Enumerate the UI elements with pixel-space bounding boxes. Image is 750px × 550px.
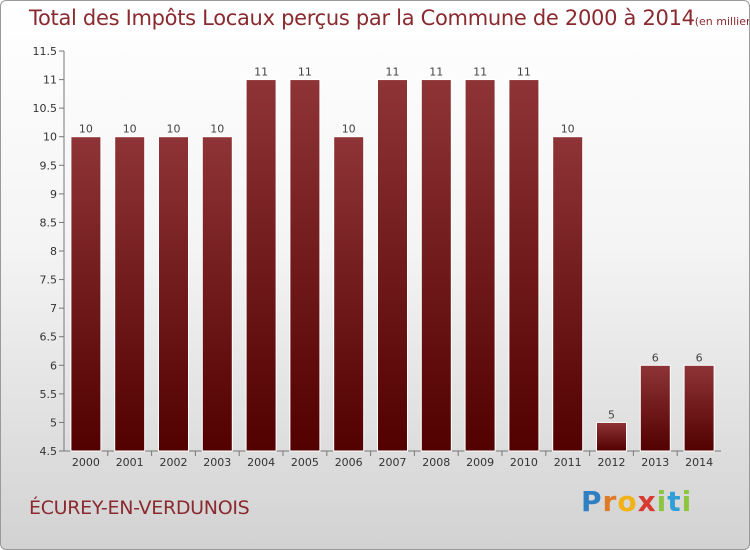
bar [70, 136, 102, 452]
bar-value-label: 11 [386, 66, 400, 79]
x-tick-label: 2003 [203, 456, 231, 469]
bar [683, 364, 715, 452]
bar [245, 79, 277, 452]
proxiti-logo: Proxiti [581, 485, 692, 518]
y-tick-label: 9 [50, 188, 57, 201]
x-tick-label: 2005 [291, 456, 319, 469]
x-tick-label: 2007 [379, 456, 407, 469]
y-tick-label: 5 [50, 416, 57, 429]
logo-letter: r [602, 485, 618, 518]
y-tick-label: 9.5 [40, 159, 58, 172]
bar-value-label: 5 [608, 408, 615, 421]
bar-value-label: 11 [298, 66, 312, 79]
x-tick-label: 2009 [466, 456, 494, 469]
logo-letter: t [667, 485, 682, 518]
bar-value-label: 11 [429, 66, 443, 79]
x-tick-label: 2010 [510, 456, 538, 469]
y-tick-label: 7.5 [40, 274, 58, 287]
x-tick-label: 2014 [685, 456, 713, 469]
y-tick-label: 6 [50, 359, 57, 372]
logo-letter: i [681, 485, 693, 518]
y-tick-label: 4.5 [40, 445, 58, 458]
y-tick-label: 8.5 [40, 216, 58, 229]
y-tick-label: 10 [43, 131, 57, 144]
bar-value-label: 10 [167, 123, 181, 136]
logo-letter: o [617, 485, 638, 518]
bar-value-label: 10 [561, 123, 575, 136]
x-tick-label: 2013 [641, 456, 669, 469]
y-tick-label: 5.5 [40, 388, 58, 401]
bar-value-label: 6 [696, 351, 703, 364]
bar [552, 136, 584, 452]
y-tick-label: 8 [50, 245, 57, 258]
bar [201, 136, 233, 452]
x-tick-label: 2006 [335, 456, 363, 469]
bar-value-label: 11 [254, 66, 268, 79]
bar-value-label: 10 [123, 123, 137, 136]
bar [508, 79, 540, 452]
logo-letter: P [581, 485, 603, 518]
chart-title: Total des Impôts Locaux perçus par la Co… [29, 6, 749, 30]
y-tick-label: 11 [43, 74, 57, 87]
bar-value-label: 11 [517, 66, 531, 79]
chart-title-text: Total des Impôts Locaux perçus par la Co… [29, 6, 695, 30]
bar [377, 79, 408, 452]
bar-value-label: 10 [342, 123, 356, 136]
y-tick-label: 10.5 [33, 102, 58, 115]
x-tick-label: 2001 [116, 456, 144, 469]
logo-letter: x [637, 485, 657, 518]
x-tick-label: 2012 [598, 456, 626, 469]
bar-value-label: 11 [473, 66, 487, 79]
y-tick-label: 6.5 [40, 331, 58, 344]
bar [596, 421, 627, 452]
logo-letter: i [656, 485, 668, 518]
bar-value-label: 10 [79, 123, 93, 136]
bar [420, 79, 452, 452]
bar [464, 79, 496, 452]
x-tick-label: 2002 [160, 456, 188, 469]
x-tick-label: 2008 [422, 456, 450, 469]
bar [333, 136, 365, 452]
bar [639, 364, 671, 452]
commune-name: ÉCUREY-EN-VERDUNOIS [29, 497, 250, 519]
chart-title-unit: (en milliers d'€) [694, 15, 749, 28]
bar [289, 79, 321, 452]
y-tick-label: 11.5 [33, 45, 58, 58]
bar [114, 136, 146, 452]
x-tick-label: 2000 [72, 456, 100, 469]
bar-value-label: 6 [652, 351, 659, 364]
bar [158, 136, 189, 452]
x-tick-label: 2011 [554, 456, 582, 469]
x-tick-label: 2004 [247, 456, 275, 469]
y-tick-label: 7 [50, 302, 57, 315]
bar-value-label: 10 [210, 123, 224, 136]
